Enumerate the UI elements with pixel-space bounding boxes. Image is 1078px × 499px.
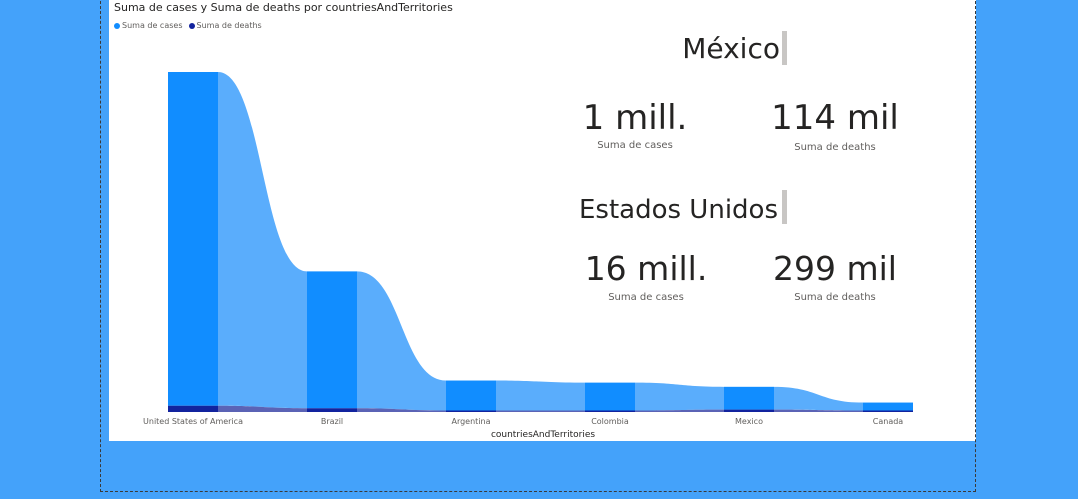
deaths-ribbon: [218, 405, 307, 412]
cases-ribbon: [357, 271, 446, 411]
cases-bar: [168, 72, 218, 406]
legend-deaths-label: Suma de deaths: [196, 21, 262, 30]
kpi-usa-deaths-value: 299 mil: [773, 249, 897, 288]
deaths-ribbon: [496, 410, 585, 412]
kpi-mexico-deaths-value: 114 mil: [771, 98, 899, 138]
deaths-bar: [168, 405, 218, 412]
deaths-bar: [585, 410, 635, 412]
cases-ribbon: [635, 382, 724, 411]
legend-item-deaths[interactable]: Suma de deaths: [188, 21, 262, 30]
cases-bar: [585, 382, 635, 411]
cases-bar: [307, 271, 357, 409]
legend-cases-swatch: [114, 22, 120, 29]
chart-title: Suma de cases y Suma de deaths por count…: [114, 1, 453, 14]
legend-cases-label: Suma de cases: [122, 21, 183, 30]
kpi-usa-cases-label: Suma de cases: [608, 292, 684, 303]
x-tick-label: Canada: [873, 417, 904, 426]
x-tick-label: Argentina: [451, 417, 490, 426]
cases-ribbon: [496, 380, 585, 411]
deaths-bar: [724, 409, 774, 412]
x-tick-label: Brazil: [321, 417, 343, 426]
x-tick-label: Mexico: [735, 417, 763, 426]
x-tick-label: United States of America: [143, 417, 243, 426]
kpi-usa-title: Estados Unidos: [578, 195, 778, 225]
kpi-usa-deaths-label: Suma de deaths: [794, 292, 876, 303]
visual-selection-border: [100, 0, 976, 492]
kpi-usa-cases-value: 16 mill.: [584, 249, 708, 288]
deaths-ribbon: [357, 408, 446, 412]
deaths-bar: [863, 410, 913, 412]
kpi-usa-title-bar: [782, 190, 787, 224]
kpi-mexico-title-bar: [782, 31, 787, 65]
deaths-bar: [307, 408, 357, 412]
cases-ribbon: [218, 72, 307, 409]
kpi-mexico-cases-value: 1 mill.: [582, 98, 688, 138]
kpi-mexico-title: México: [682, 32, 780, 65]
legend-item-cases[interactable]: Suma de cases: [114, 21, 183, 30]
deaths-ribbon: [635, 409, 724, 412]
x-tick-label: Colombia: [591, 417, 629, 426]
cases-bar: [724, 386, 774, 410]
legend-deaths-swatch: [188, 22, 195, 29]
cases-ribbon: [774, 386, 863, 411]
x-axis-title: countriesAndTerritories: [491, 430, 595, 440]
deaths-bar: [446, 410, 496, 412]
deaths-ribbon: [774, 409, 863, 412]
cases-bar: [863, 402, 913, 411]
chart-legend[interactable]: Suma de cases Suma de deaths: [114, 21, 262, 30]
cases-bar: [446, 380, 496, 411]
kpi-mexico-cases-label: Suma de cases: [597, 140, 673, 151]
kpi-mexico-deaths-label: Suma de deaths: [794, 142, 876, 153]
